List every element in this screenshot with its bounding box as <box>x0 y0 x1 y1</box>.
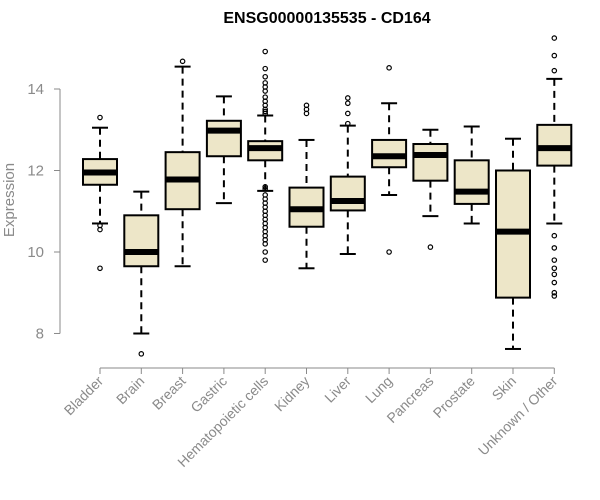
outlier-point <box>303 102 310 109</box>
box-gastric <box>205 95 242 205</box>
outlier-point <box>262 88 269 94</box>
outlier-point <box>262 108 269 115</box>
outlier-point <box>262 48 269 55</box>
outlier-point <box>386 249 392 255</box>
chart-title: ENSG00000135535 - CD164 <box>223 10 430 27</box>
outlier-point <box>262 65 269 72</box>
outlier-point <box>551 52 558 59</box>
outlier-point <box>344 95 351 101</box>
box-kidney <box>288 102 325 270</box>
outlier-point <box>427 244 434 250</box>
box-breast <box>164 58 201 268</box>
outlier-point <box>262 183 269 190</box>
x-tick-label: Liver <box>321 373 354 406</box>
box-hematopoietic-cells <box>247 48 284 263</box>
outlier-point <box>344 100 351 107</box>
box-iqr <box>412 143 449 182</box>
outlier-point <box>551 265 558 272</box>
box-series <box>82 35 573 357</box>
outlier-point <box>303 110 310 117</box>
x-tick-label: Prostate <box>430 373 478 421</box>
outlier-point <box>262 241 269 247</box>
y-tick-label: 14 <box>27 81 44 98</box>
outlier-point <box>551 67 558 74</box>
outlier-point <box>262 257 269 263</box>
outlier-point <box>97 114 103 121</box>
outlier-point <box>138 351 145 357</box>
box-iqr <box>453 159 490 205</box>
x-tick-label: Lung <box>362 373 395 406</box>
box-bladder <box>82 114 118 272</box>
outlier-point <box>551 271 558 278</box>
x-tick-label: Bladder <box>61 373 107 419</box>
y-tick-label: 8 <box>36 325 44 342</box>
y-axis-label: Expression <box>1 163 18 237</box>
outlier-point <box>344 110 351 117</box>
outlier-point <box>344 120 351 127</box>
outlier-point <box>386 65 392 71</box>
box-pancreas <box>412 128 449 250</box>
outlier-point <box>262 186 269 192</box>
box-prostate <box>453 125 490 225</box>
y-tick-label: 12 <box>27 162 44 179</box>
box-lung <box>371 65 408 255</box>
y-tick-label: 10 <box>27 244 44 261</box>
outlier-point <box>97 226 103 233</box>
box-liver <box>329 95 366 256</box>
outlier-point <box>179 58 186 65</box>
box-brain <box>123 190 160 357</box>
outlier-point <box>551 289 558 296</box>
outlier-point <box>262 73 269 80</box>
outlier-point <box>262 249 269 255</box>
x-tick-label: Breast <box>149 373 189 413</box>
box-skin <box>495 137 531 350</box>
outlier-point <box>97 265 103 272</box>
outlier-point <box>262 110 269 117</box>
box-iqr <box>205 119 242 158</box>
outlier-point <box>551 257 558 263</box>
outlier-point <box>551 35 558 41</box>
outlier-point <box>551 232 558 239</box>
outlier-point <box>551 279 558 286</box>
outlier-point <box>551 293 558 299</box>
x-tick-label: Skin <box>489 373 520 404</box>
box-iqr <box>329 175 366 212</box>
x-tick-label: Brain <box>113 373 147 407</box>
x-tick-label: Kidney <box>271 373 313 415</box>
box-iqr <box>123 214 160 268</box>
box-unknown-other <box>536 35 573 299</box>
outlier-point <box>551 245 558 251</box>
